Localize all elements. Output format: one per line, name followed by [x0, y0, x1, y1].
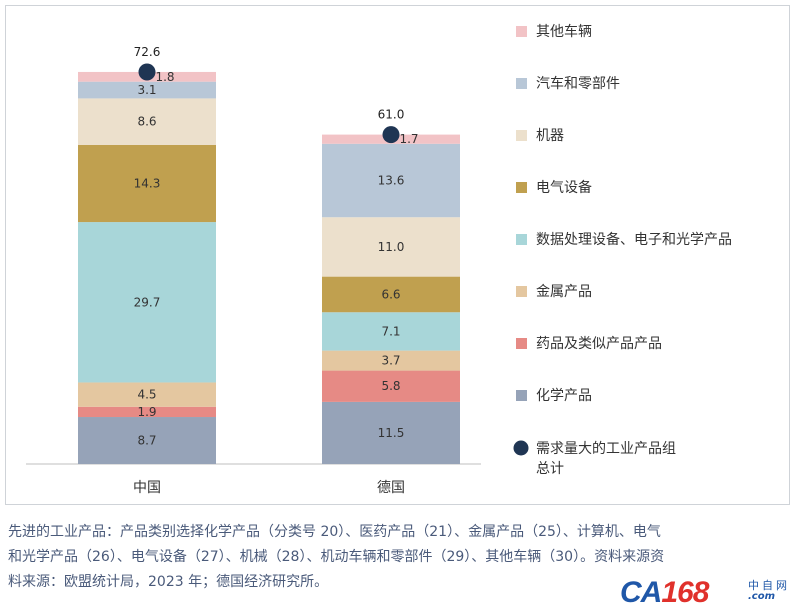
bar-value-label-2-4: 7.1 — [381, 324, 400, 338]
legend-swatch-1 — [516, 26, 527, 37]
bar-segment-2-6 — [322, 217, 460, 277]
legend-swatch-8 — [516, 390, 527, 401]
category-label-2: 德国 — [377, 480, 405, 496]
legend-label-4: 电气设备 — [536, 179, 592, 196]
total-value-label-2: 61.0 — [378, 108, 405, 122]
legend-label-2: 汽车和零部件 — [536, 75, 620, 92]
legend-swatch-4 — [516, 182, 527, 193]
chart-frame: 8.7 1.9 4.5 29.7 14.3 8.6 3.1 1.8 72.6 中国 11.5 5.8 3… — [5, 5, 790, 505]
chart-caption: 先进的工业产品：产品类别选择化学产品（分类号 20）、医药产品（21）、金属产品… — [8, 520, 793, 595]
caption-line-3: 料来源：欧盟统计局，2023 年；德国经济研究所。 — [8, 574, 329, 590]
bar-segment-1-7 — [78, 81, 216, 99]
bar-segment-1-5 — [78, 144, 216, 223]
legend-label-7: 药品及类似产品产品 — [536, 336, 662, 352]
bar-value-label-2-8: 1.7 — [399, 132, 418, 146]
bar-value-label-2-7: 13.6 — [378, 174, 405, 188]
bar-value-label-1-1: 8.7 — [137, 434, 156, 448]
caption-line-2: 和光学产品（26）、电气设备（27）、机械（28）、机动车辆和零部件（29）、其… — [8, 549, 665, 565]
total-value-label-1: 72.6 — [134, 45, 161, 59]
ca168-logo: CA168 中自网 .com — [620, 574, 795, 610]
bar-segment-2-5 — [322, 276, 460, 313]
logo-domain: .com — [748, 591, 776, 602]
bar-segment-1-3 — [78, 382, 216, 407]
bar-value-label-2-6: 11.0 — [378, 240, 405, 254]
bar-segment-2-7 — [322, 143, 460, 218]
bar-segment-2-3 — [322, 350, 460, 371]
bar-value-label-2-5: 6.6 — [381, 287, 400, 301]
legend-swatch-5 — [516, 234, 527, 245]
legend-label-6: 金属产品 — [536, 284, 592, 300]
legend-swatch-6 — [516, 286, 527, 297]
legend-swatch-2 — [516, 78, 527, 89]
bar-segment-2-2 — [322, 370, 460, 402]
total-marker-2 — [382, 126, 400, 144]
bar-segment-1-1 — [78, 417, 216, 464]
logo-subtitle: 中自网 — [748, 579, 790, 592]
bar-segment-2-4 — [322, 312, 460, 351]
legend-total-label-line-1: 需求量大的工业产品组 — [536, 441, 676, 457]
legend-total-marker — [513, 440, 529, 456]
bar-value-label-1-3: 4.5 — [137, 388, 156, 402]
stacked-bar-chart: 8.7 1.9 4.5 29.7 14.3 8.6 3.11.8 72.6 中国 11.5 5.8 3… — [26, 23, 732, 496]
bar-value-label-2-3: 3.7 — [381, 354, 400, 368]
caption-line-1: 先进的工业产品：产品类别选择化学产品（分类号 20）、医药产品（21）、金属产品… — [8, 524, 661, 540]
bar-segment-1-6 — [78, 98, 216, 145]
legend-label-8: 化学产品 — [536, 388, 592, 404]
category-label-1: 中国 — [133, 480, 161, 496]
legend-swatch-7 — [516, 338, 527, 349]
bar-segment-2-1 — [322, 401, 460, 464]
bar-value-label-1-8: 1.8 — [155, 70, 174, 84]
bar-value-label-1-2: 1.9 — [137, 405, 156, 419]
bar-value-label-2-2: 5.8 — [381, 379, 400, 393]
bar-value-label-2-1: 11.5 — [378, 426, 405, 440]
bar-value-label-1-5: 14.3 — [134, 176, 161, 190]
legend-total-label-line-2: 总计 — [536, 461, 564, 477]
bar-value-label-1-4: 29.7 — [134, 295, 161, 309]
legend-label-5: 数据处理设备、电子和光学产品 — [536, 231, 732, 248]
logo-wordmark: CA168 — [620, 576, 709, 609]
bar-segment-1-2 — [78, 406, 216, 418]
bar-value-label-1-7: 3.1 — [137, 83, 156, 97]
bar-value-label-1-6: 8.6 — [137, 115, 156, 129]
legend-label-3: 机器 — [536, 128, 564, 144]
legend-label-1: 其他车辆 — [536, 23, 592, 40]
total-marker-1 — [138, 63, 156, 81]
bar-segment-1-4 — [78, 222, 216, 383]
legend-swatch-3 — [516, 130, 527, 141]
